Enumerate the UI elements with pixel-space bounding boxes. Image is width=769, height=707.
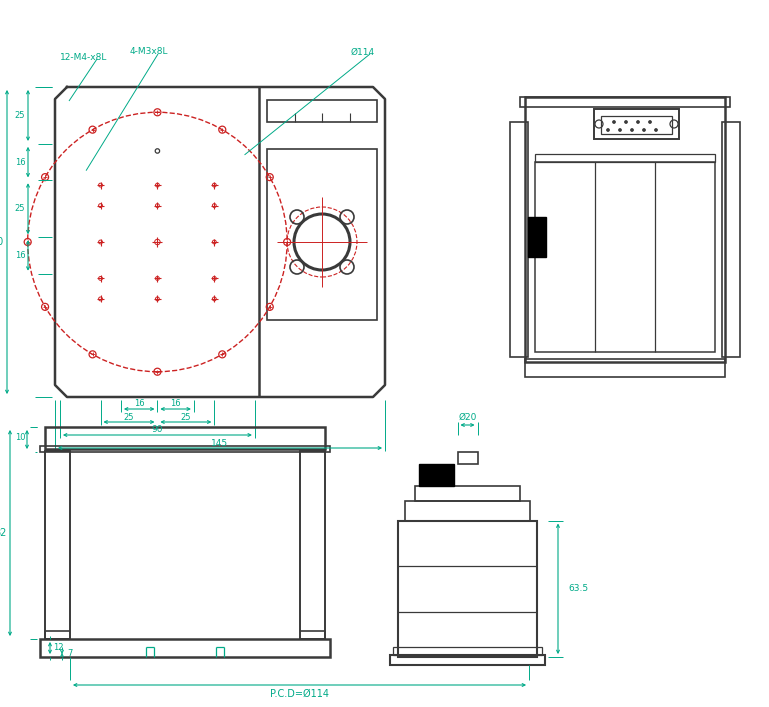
Bar <box>594 109 679 139</box>
Text: 25: 25 <box>15 204 25 214</box>
Text: P.C.D=Ø114: P.C.D=Ø114 <box>270 689 329 699</box>
Circle shape <box>612 120 615 124</box>
Text: 145: 145 <box>211 438 228 448</box>
Text: 10: 10 <box>15 433 25 443</box>
Circle shape <box>654 129 657 132</box>
Text: 7: 7 <box>68 650 73 658</box>
Bar <box>40 639 330 657</box>
Bar <box>45 451 70 639</box>
Circle shape <box>643 129 645 132</box>
Text: 4-M3x8L: 4-M3x8L <box>130 47 168 57</box>
Bar <box>405 501 530 520</box>
Bar <box>458 452 478 464</box>
Bar <box>535 154 715 162</box>
Bar <box>45 427 325 449</box>
Text: 63.5: 63.5 <box>568 584 588 593</box>
Bar <box>398 520 537 657</box>
Text: 25: 25 <box>124 412 135 421</box>
Circle shape <box>607 129 610 132</box>
Circle shape <box>648 120 651 124</box>
Text: 16: 16 <box>15 251 25 260</box>
Text: 25: 25 <box>15 111 25 120</box>
Bar <box>510 122 528 357</box>
Bar <box>70 458 300 639</box>
Text: 25: 25 <box>181 412 191 421</box>
Bar <box>390 655 545 665</box>
Circle shape <box>631 129 634 132</box>
Text: 16: 16 <box>134 399 145 409</box>
Bar <box>300 451 325 639</box>
Circle shape <box>624 120 628 124</box>
Text: 12: 12 <box>53 643 63 653</box>
Bar <box>419 464 454 486</box>
Bar <box>525 359 725 377</box>
Bar <box>520 97 730 107</box>
Circle shape <box>637 120 640 124</box>
Bar <box>415 486 520 501</box>
Bar <box>525 97 725 362</box>
Circle shape <box>618 129 621 132</box>
Bar <box>267 149 377 320</box>
Bar <box>393 647 542 655</box>
Bar <box>535 162 715 352</box>
Text: 12-M4-x8L: 12-M4-x8L <box>60 52 108 62</box>
Bar <box>267 100 377 122</box>
Text: 16: 16 <box>170 399 181 409</box>
Text: Ø114: Ø114 <box>351 47 375 57</box>
Text: Ø20: Ø20 <box>458 412 477 421</box>
Text: 90: 90 <box>151 426 163 435</box>
Text: 82: 82 <box>0 528 7 538</box>
Bar <box>601 116 672 134</box>
Text: 90: 90 <box>0 237 4 247</box>
Bar <box>722 122 740 357</box>
Bar <box>528 217 546 257</box>
Bar <box>40 446 330 452</box>
Text: 16: 16 <box>15 158 25 167</box>
